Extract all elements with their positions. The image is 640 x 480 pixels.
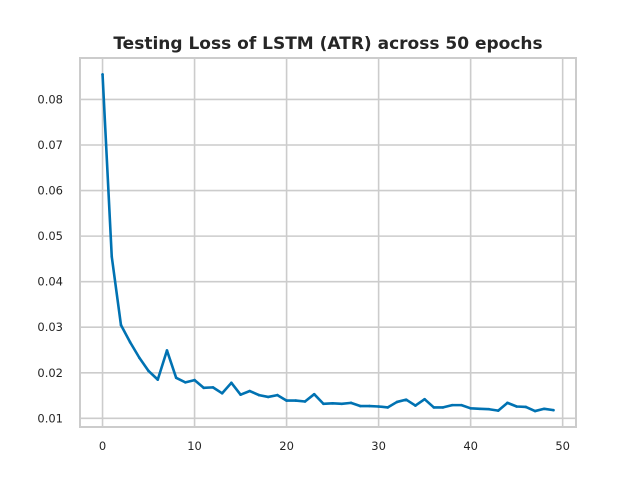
vertical-gridlines <box>101 58 564 427</box>
loss-point <box>239 393 242 396</box>
loss-point <box>312 392 316 396</box>
loss-point <box>368 404 371 408</box>
x-tick-label: 10 <box>187 439 202 453</box>
loss-point <box>220 391 224 395</box>
loss-point <box>542 407 546 411</box>
loss-point <box>230 381 233 385</box>
chart-title: Testing Loss of LSTM (ATR) across 50 epo… <box>113 34 542 54</box>
loss-point <box>266 395 270 399</box>
y-tick-label: 0.06 <box>37 184 63 198</box>
loss-point <box>303 400 307 403</box>
x-tick-label: 0 <box>99 439 106 453</box>
loss-point <box>119 323 123 327</box>
y-tick-label: 0.07 <box>37 138 63 152</box>
loss-point <box>174 376 178 380</box>
plot-area-frame <box>79 57 577 428</box>
loss-point <box>138 356 141 360</box>
loss-point <box>487 407 491 411</box>
loss-point <box>193 378 196 382</box>
x-axis-ticks: 0 10 20 30 40 50 <box>99 439 570 453</box>
loss-point <box>110 255 114 258</box>
x-tick-label: 50 <box>555 439 570 453</box>
loss-point <box>211 386 215 389</box>
loss-point <box>395 400 399 404</box>
loss-point <box>432 406 436 409</box>
loss-point <box>184 381 187 384</box>
loss-point <box>404 398 408 401</box>
loss-point <box>202 386 206 390</box>
y-tick-label: 0.08 <box>37 92 63 106</box>
loss-point <box>340 402 344 406</box>
loss-point <box>349 401 353 405</box>
y-tick-label: 0.03 <box>37 320 63 334</box>
x-tick-label: 20 <box>279 439 294 453</box>
loss-point <box>524 405 528 409</box>
horizontal-gridlines <box>80 98 576 420</box>
loss-point <box>496 409 500 412</box>
loss-point <box>423 397 426 401</box>
y-tick-label: 0.04 <box>37 275 63 289</box>
loss-point <box>322 402 325 406</box>
x-tick-label: 30 <box>371 439 386 453</box>
loss-point <box>248 389 252 393</box>
loss-line-points <box>101 73 555 413</box>
loss-point <box>377 405 380 408</box>
loss-point <box>552 408 555 412</box>
y-tick-label: 0.05 <box>37 229 63 243</box>
loss-point <box>515 405 518 408</box>
loss-point <box>165 349 169 352</box>
loss-point <box>478 407 482 411</box>
loss-point <box>128 340 132 344</box>
loss-point <box>469 407 472 410</box>
loss-point <box>386 406 390 409</box>
loss-point <box>358 404 362 408</box>
loss-point <box>506 401 509 405</box>
loss-point <box>285 399 288 402</box>
y-tick-label: 0.01 <box>37 411 63 425</box>
loss-point <box>257 393 261 397</box>
loss-point <box>276 393 279 397</box>
y-tick-label: 0.02 <box>37 366 63 380</box>
loss-point <box>460 403 463 407</box>
loss-point <box>147 369 150 373</box>
loss-point <box>156 378 160 381</box>
loss-point <box>414 404 417 407</box>
loss-point <box>533 409 537 413</box>
loss-point <box>441 406 445 409</box>
loss-point <box>101 73 104 76</box>
loss-point <box>294 399 298 402</box>
loss-point <box>450 403 454 407</box>
loss-line <box>101 73 555 413</box>
x-tick-label: 40 <box>463 439 478 453</box>
loss-point <box>331 402 334 405</box>
y-axis-ticks: 0.01 0.02 0.03 0.04 0.05 0.06 0.07 0.08 <box>37 92 63 425</box>
